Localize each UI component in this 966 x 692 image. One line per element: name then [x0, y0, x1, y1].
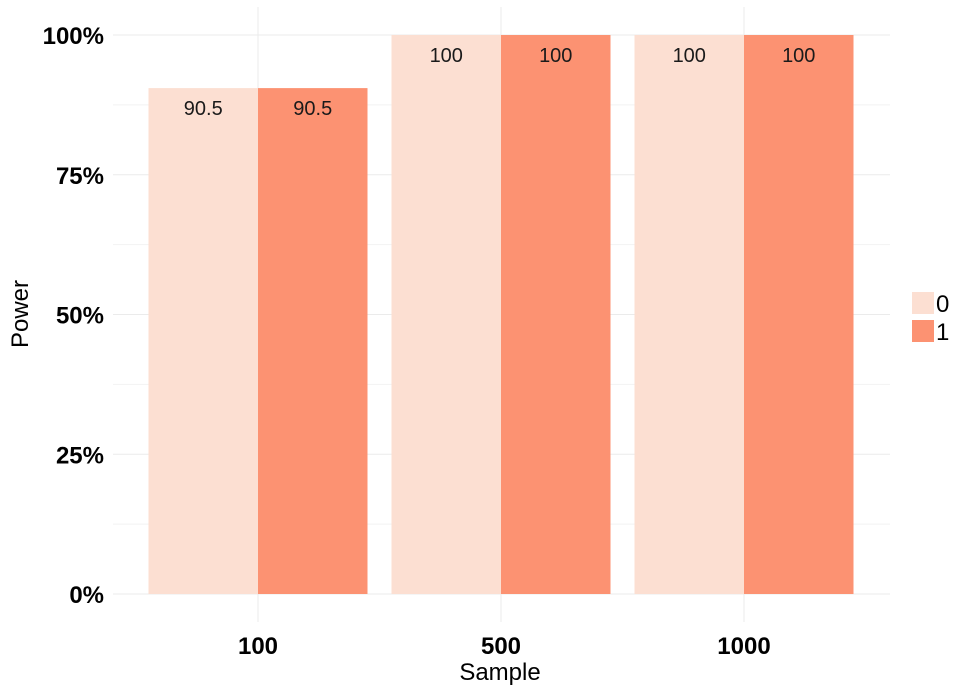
x-tick-label: 100 — [238, 633, 278, 660]
x-tick-label: 500 — [481, 633, 521, 660]
bar-500-series-0 — [391, 35, 501, 594]
bar-100-series-0 — [148, 88, 258, 594]
bar-1000-series-1 — [744, 35, 854, 594]
bar-value-label: 90.5 — [293, 98, 332, 120]
bar-value-label: 100 — [539, 45, 572, 67]
bar-labels: 90.5 90.5 100 100 100 100 — [184, 45, 816, 120]
legend-key-1 — [912, 320, 934, 342]
bar-500-series-1 — [501, 35, 611, 594]
bar-100-series-1 — [258, 88, 368, 594]
y-tick-label: 100% — [43, 23, 104, 50]
bar-value-label: 90.5 — [184, 98, 223, 120]
x-tick-label: 1000 — [717, 633, 770, 660]
bars — [148, 35, 854, 594]
y-tick-label: 75% — [56, 163, 104, 190]
bar-1000-series-0 — [634, 35, 744, 594]
y-axis-ticks: 0% 25% 50% 75% 100% — [43, 23, 104, 609]
bar-value-label: 100 — [430, 45, 463, 67]
x-axis-title: Sample — [459, 659, 540, 686]
y-tick-label: 25% — [56, 442, 104, 469]
legend-key-0 — [912, 292, 934, 314]
legend-label-0: 0 — [936, 291, 949, 318]
bar-value-label: 100 — [673, 45, 706, 67]
legend-label-1: 1 — [936, 319, 949, 346]
x-axis-ticks: 100 500 1000 — [238, 633, 771, 660]
y-axis-title: Power — [7, 280, 34, 348]
y-tick-label: 0% — [69, 582, 104, 609]
bar-value-label: 100 — [782, 45, 815, 67]
legend: 01 — [912, 291, 949, 346]
y-tick-label: 50% — [56, 303, 104, 330]
